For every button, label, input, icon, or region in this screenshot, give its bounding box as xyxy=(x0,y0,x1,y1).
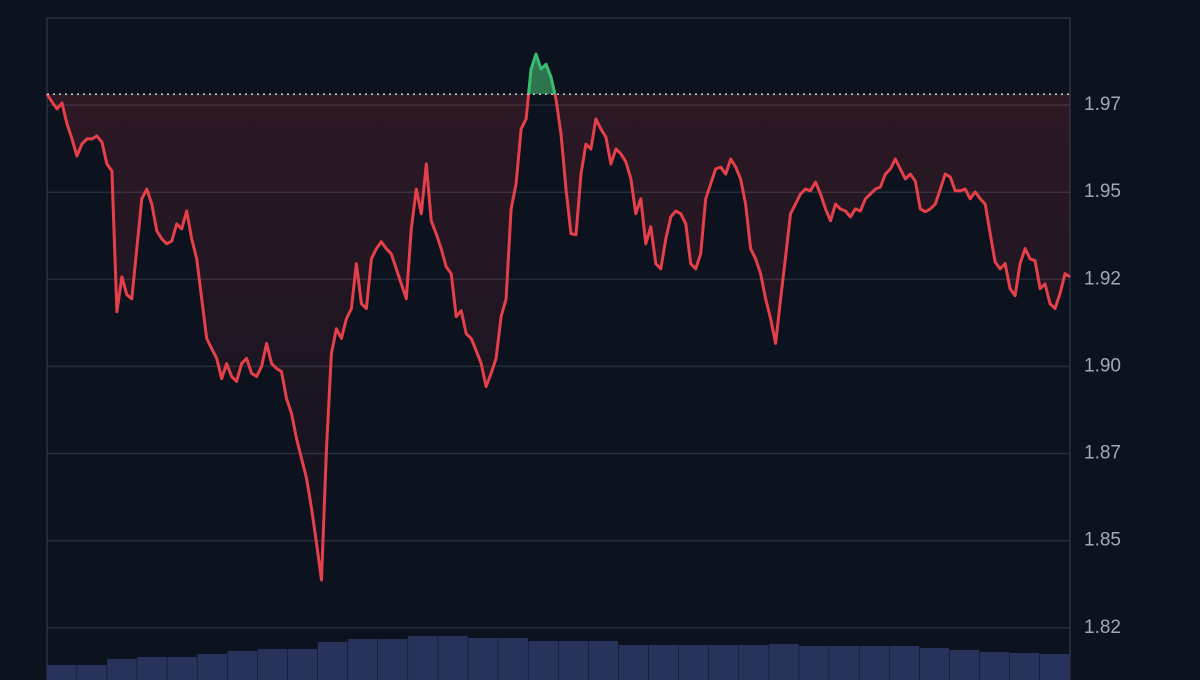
volume-bar xyxy=(137,657,167,680)
volume-bar xyxy=(648,645,679,680)
volume-bar xyxy=(618,645,649,680)
volume-bar xyxy=(678,645,709,680)
y-tick-label: 1.90 xyxy=(1084,355,1121,376)
volume-bar xyxy=(1009,653,1040,680)
volume-bar xyxy=(799,646,829,680)
volume-bar xyxy=(769,644,799,680)
volume-bar xyxy=(167,657,197,680)
volume-bar xyxy=(438,636,468,680)
volume-bar xyxy=(708,645,739,680)
y-tick-label: 1.92 xyxy=(1084,268,1121,289)
volume-bar xyxy=(498,638,528,680)
volume-bar xyxy=(528,641,558,680)
volume-bar xyxy=(347,639,378,680)
volume-bar xyxy=(739,645,769,680)
volume-bar xyxy=(919,648,950,680)
volume-bar xyxy=(859,646,889,680)
volume-bar xyxy=(558,641,589,680)
y-tick-label: 1.95 xyxy=(1084,181,1121,202)
y-tick-label: 1.82 xyxy=(1084,617,1121,638)
area-below xyxy=(47,54,1070,580)
price-line xyxy=(45,52,1071,582)
volume-bar xyxy=(408,636,438,680)
volume-bar xyxy=(317,642,348,680)
volume-bar xyxy=(889,646,920,680)
volume-bar xyxy=(47,665,77,680)
volume-bar xyxy=(257,649,288,680)
volume-bar xyxy=(588,641,619,680)
y-tick-label: 1.87 xyxy=(1084,443,1121,464)
volume-bar xyxy=(468,638,498,680)
volume-bar xyxy=(377,639,408,680)
volume-bar xyxy=(829,646,859,680)
volume-bar xyxy=(1039,654,1070,680)
volume-bar xyxy=(287,649,318,680)
volume-bar xyxy=(197,654,228,680)
volume-bar xyxy=(77,665,107,680)
y-tick-label: 1.97 xyxy=(1084,94,1121,115)
y-tick-label: 1.85 xyxy=(1084,530,1121,551)
volume-bar xyxy=(227,651,258,680)
volume-bar xyxy=(949,650,980,680)
volume-bar xyxy=(107,659,137,680)
volume-bar xyxy=(979,652,1010,680)
